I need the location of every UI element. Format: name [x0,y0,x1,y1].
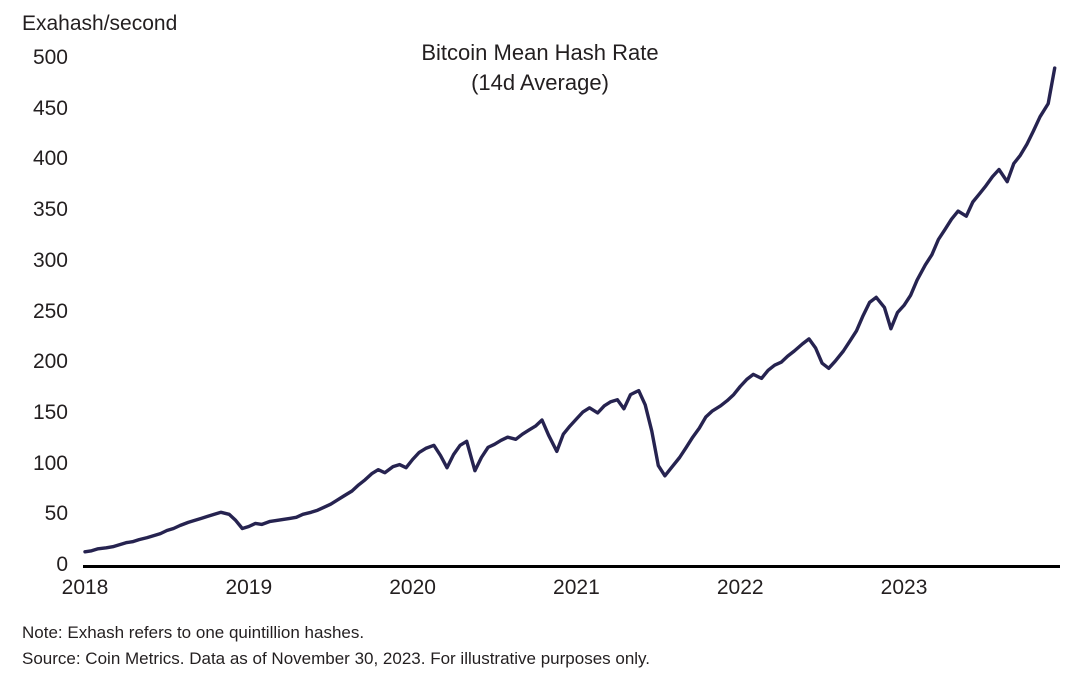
x-tick-label: 2022 [716,576,764,599]
y-tick-label: 150 [32,400,68,424]
x-tick-label: 2023 [880,576,928,599]
chart-title-line1: Bitcoin Mean Hash Rate [421,40,659,65]
x-axis-line [83,565,1060,568]
chart-title-line2: (14d Average) [471,70,609,95]
y-tick-label: 200 [32,350,68,374]
y-tick-label: 0 [56,553,68,576]
y-tick-label: 350 [32,198,68,222]
chart-title: Bitcoin Mean Hash Rate (14d Average) [0,38,1080,98]
y-tick-label: 50 [44,502,68,526]
x-tick-label: 2020 [389,576,436,599]
y-tick-label: 450 [32,96,68,120]
source-text: Source: Coin Metrics. Data as of Novembe… [22,649,651,668]
y-tick-label: 100 [32,451,68,475]
y-tick-label: 400 [32,147,68,171]
y-axis-unit-label: Exahash/second [22,12,178,35]
x-tick-label: 2021 [553,576,600,599]
y-tick-label: 300 [32,248,68,272]
x-tick-label: 2018 [61,576,109,599]
x-tick-label: 2019 [225,576,273,599]
y-tick-label: 250 [32,299,68,323]
chart-footnotes: Note: Exhash refers to one quintillion h… [22,620,650,672]
hash-rate-line [83,66,1057,554]
note-text: Note: Exhash refers to one quintillion h… [22,623,365,642]
y-tick-label: 500 [32,46,68,69]
